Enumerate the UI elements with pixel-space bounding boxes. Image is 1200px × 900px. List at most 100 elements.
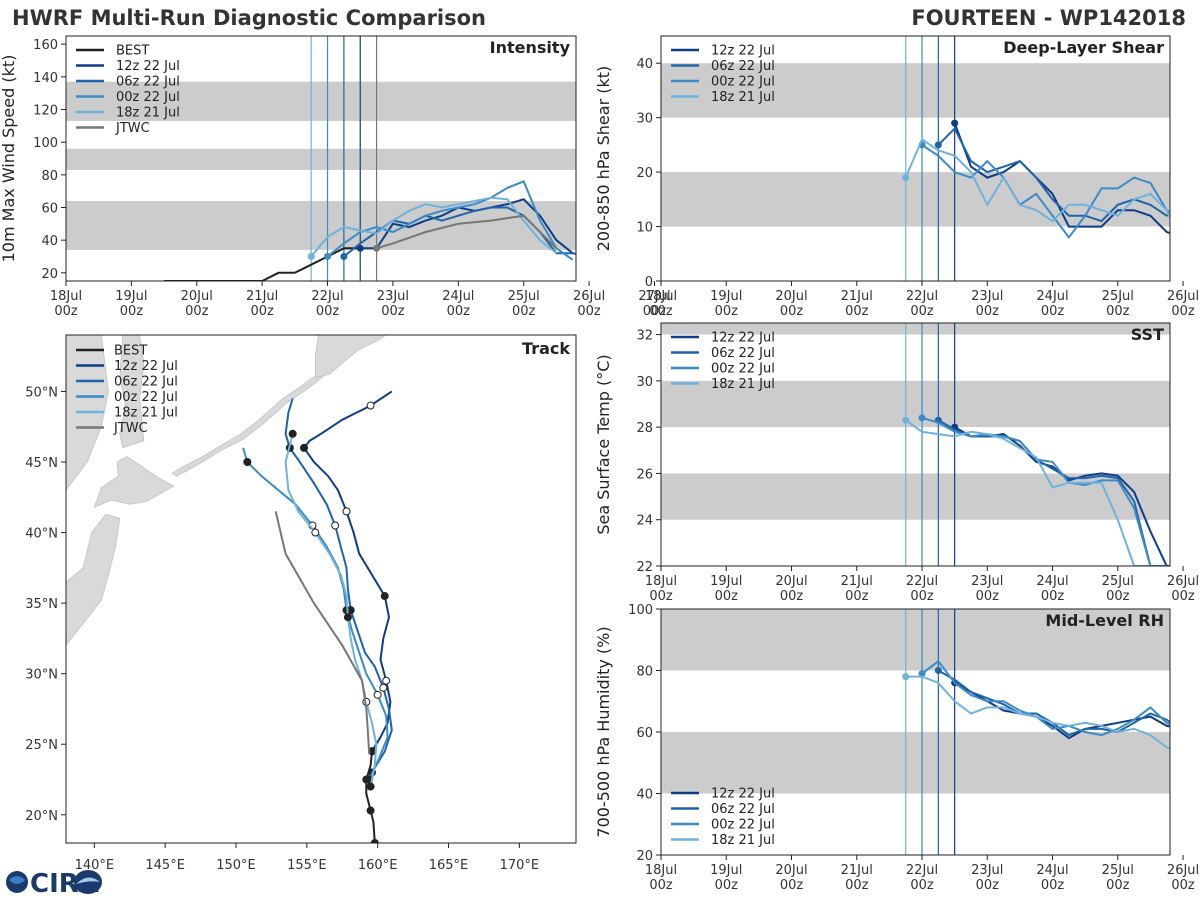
track-panel-title: Track: [522, 339, 570, 358]
intensity-band-1: [66, 148, 576, 170]
rh-legend-label-3: 18z 21 Jul: [711, 833, 775, 848]
sst-y-axis-label: Sea Surface Temp (°C): [594, 354, 613, 534]
intensity-band-0: [66, 200, 576, 250]
sst-xtick-hour-2: 00z: [780, 589, 804, 604]
rh-xtick-hour-8: 00z: [1171, 878, 1195, 893]
track-point-4-8: [343, 613, 352, 622]
shear-xtick-day-1: 19Jul: [710, 289, 742, 304]
shear-y-axis-label: 200-850 hPa Shear (kt): [594, 66, 613, 252]
rh-xtick-hour-7: 00z: [1106, 878, 1130, 893]
rh-y-axis-label: 700-500 hPa Humidity (%): [594, 626, 613, 837]
sst-xtick-hour-1: 00z: [715, 589, 739, 604]
track-legend-label-4: 18z 21 Jul: [114, 406, 178, 421]
track-series-0: [365, 751, 376, 843]
sst-xtick-day-3: 21Jul: [841, 574, 873, 589]
intensity-ytick-label-2: 60: [41, 202, 58, 217]
intensity-legend-label-5: JTWC: [115, 121, 150, 136]
rh-band-1: [661, 609, 1170, 671]
track-point-3-4: [373, 690, 382, 699]
land-kamchatka: [314, 335, 387, 378]
sst-band-0: [661, 473, 1170, 520]
intensity-jtwc-marker: [373, 244, 381, 252]
shear-ytick-label-2: 20: [636, 166, 653, 181]
intensity-xtick-hour-1: 00z: [120, 304, 144, 319]
shear-start-marker-1: [934, 141, 942, 149]
rh-band-0: [661, 732, 1170, 794]
intensity-ytick-label-4: 100: [33, 136, 58, 151]
sst-ytick-label-4: 30: [636, 375, 653, 390]
intensity-xtick-hour-2: 00z: [185, 304, 209, 319]
shear-legend-label-3: 18z 21 Jul: [711, 90, 775, 105]
sst-xtick-day-4: 22Jul: [906, 574, 938, 589]
sst-xtick-day-2: 20Jul: [775, 574, 807, 589]
shear-xtick-hour-6: 00z: [1041, 304, 1065, 319]
track-lon-tick-label-4: 160°E: [358, 858, 398, 873]
track-series-1: [302, 390, 393, 752]
shear-xtick-day-3: 21Jul: [841, 289, 873, 304]
rh-series-1: [937, 669, 1170, 737]
rh-xtick-day-3: 21Jul: [841, 863, 873, 878]
sst-xtick-day-1: 19Jul: [710, 574, 742, 589]
shear-start-marker-3: [902, 174, 910, 182]
land-honshu: [66, 513, 121, 646]
shear-series-2: [921, 144, 1170, 240]
track-lon-tick-label-3: 155°E: [287, 858, 327, 873]
intensity-xtick-day-8: 26Jul: [573, 289, 605, 304]
shear-start-marker-0: [951, 119, 959, 127]
shear-ytick-label-4: 40: [636, 57, 653, 72]
track-series-group: [242, 390, 393, 843]
track-lon-tick-label-2: 150°E: [216, 858, 256, 873]
sst-ytick-label-1: 24: [636, 514, 653, 529]
intensity-frame: [65, 35, 577, 282]
sst-frame: [660, 322, 1171, 567]
intensity-xtick-day-0: 18Jul: [50, 289, 82, 304]
rh-xtick-hour-4: 00z: [910, 878, 934, 893]
intensity-xtick-hour-7: 00z: [512, 304, 536, 319]
shear-legend-label-0: 12z 22 Jul: [711, 44, 775, 59]
land-hokkaido: [93, 456, 175, 508]
rh-ytick-label-0: 20: [636, 849, 653, 864]
rh-start-marker-3: [902, 673, 910, 681]
intensity-series-4: [310, 196, 558, 258]
track-point-2-4: [379, 683, 388, 692]
track-lat-tick-label-0: 20°N: [25, 809, 58, 824]
rh-start-marker-1: [934, 667, 942, 674]
sst-start-marker-3: [902, 416, 910, 424]
intensity-legend-label-4: 18z 21 Jul: [116, 106, 180, 121]
sst-xtick-day-7: 25Jul: [1102, 574, 1134, 589]
track-lon-tick-label-6: 170°E: [500, 858, 540, 873]
intensity-xtick-hour-5: 00z: [381, 304, 405, 319]
track-legend-label-2: 06z 22 Jul: [114, 375, 178, 390]
figure-title: HWRF Multi-Run Diagnostic Comparison: [12, 6, 486, 30]
shear-xtick-hour-1: 00z: [715, 304, 739, 319]
intensity-start-marker-2: [340, 253, 348, 260]
sst-ytick-label-5: 32: [636, 329, 653, 344]
rh-xtick-day-8: 26Jul: [1167, 863, 1199, 878]
track-point-3-16: [243, 458, 252, 466]
sst-legend-label-2: 00z 22 Jul: [711, 362, 775, 377]
intensity-xtick-day-3: 21Jul: [246, 289, 278, 304]
track-plot-background: [66, 335, 576, 843]
sst-panel: 22242628303218Jul00z19Jul00z20Jul00z21Ju…: [594, 322, 1199, 604]
shear-xtick-day-4: 22Jul: [906, 289, 938, 304]
sst-xtick-day-0: 18Jul: [645, 574, 677, 589]
track-point-1-8: [380, 592, 389, 601]
storm-identifier: FOURTEEN - WP142018: [911, 6, 1186, 30]
rh-xtick-day-5: 23Jul: [971, 863, 1003, 878]
intensity-xtick-day-9: 27Jul: [638, 289, 670, 304]
sst-ytick-label-3: 28: [636, 421, 653, 436]
sst-xtick-hour-3: 00z: [845, 589, 869, 604]
sst-xtick-day-8: 26Jul: [1167, 574, 1199, 589]
shear-series-0: [953, 122, 1170, 235]
sst-start-marker-2: [918, 414, 926, 422]
intensity-xtick-day-6: 24Jul: [442, 289, 474, 304]
sst-xtick-hour-5: 00z: [976, 589, 1000, 604]
rh-panel-title: Mid-Level RH: [1045, 611, 1164, 630]
rh-xtick-day-1: 19Jul: [710, 863, 742, 878]
sst-xtick-day-5: 23Jul: [971, 574, 1003, 589]
shear-xtick-hour-2: 00z: [780, 304, 804, 319]
rh-series-0: [954, 681, 1170, 740]
cira-logo: CIRA: [6, 869, 102, 899]
rh-xtick-hour-5: 00z: [976, 878, 1000, 893]
track-lon-tick-label-0: 140°E: [75, 858, 115, 873]
